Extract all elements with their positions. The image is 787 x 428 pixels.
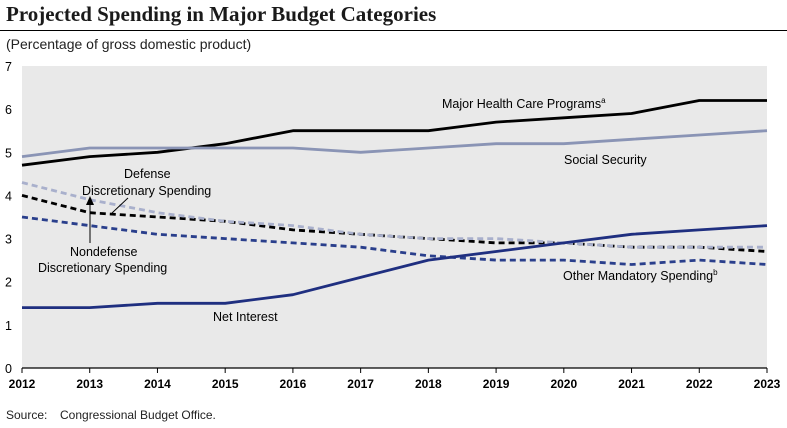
y-tick-label: 0 [5,362,12,376]
series-line-nondefense-discretionary-spending [21,181,767,249]
y-tick-label: 1 [5,319,12,333]
label-other-mandatory: Other Mandatory Spendingb [563,268,718,283]
label-nondefense-line1: Nondefense [70,245,137,259]
source-note: Source: Congressional Budget Office. [6,408,216,422]
x-tick-label: 2014 [144,377,171,391]
x-tick-label: 2013 [76,377,103,391]
series-line-major-health-care-programs [21,99,767,167]
x-tick-label: 2022 [686,377,713,391]
label-nondefense-line2: Discretionary Spending [38,261,167,275]
title-rule [0,30,787,31]
y-tick-label: 3 [5,233,12,247]
y-tick-label: 2 [5,276,12,290]
y-tick-label: 4 [5,189,12,203]
x-tick-label: 2020 [550,377,577,391]
nondefense-arrowhead [86,196,94,205]
x-tick-label: 2019 [483,377,510,391]
series-line-other-mandatory-spending [21,215,768,266]
label-social-security: Social Security [564,153,647,167]
y-tick-label: 5 [5,146,12,160]
label-health-care: Major Health Care Programsa [442,96,606,111]
series-line-net-interest [22,224,768,310]
chart-title: Projected Spending in Major Budget Categ… [6,2,437,26]
defense-label-pointer [111,197,129,214]
x-tick-label: 2018 [415,377,442,391]
x-tick-label: 2015 [212,377,239,391]
x-tick-label: 2023 [754,377,781,391]
label-defense-line2: Discretionary Spending [82,184,211,198]
x-tick-label: 2016 [280,377,307,391]
x-tick-label: 2017 [347,377,374,391]
plot-background [22,66,767,368]
y-tick-label: 6 [5,103,12,117]
x-tick-label: 2012 [9,377,36,391]
chart-subtitle: (Percentage of gross domestic product) [6,36,252,52]
label-net-interest: Net Interest [213,310,278,324]
label-defense-line1: Defense [124,167,171,181]
x-tick-label: 2021 [618,377,645,391]
y-tick-label: 7 [5,60,12,74]
series-line-social-security [21,129,768,158]
